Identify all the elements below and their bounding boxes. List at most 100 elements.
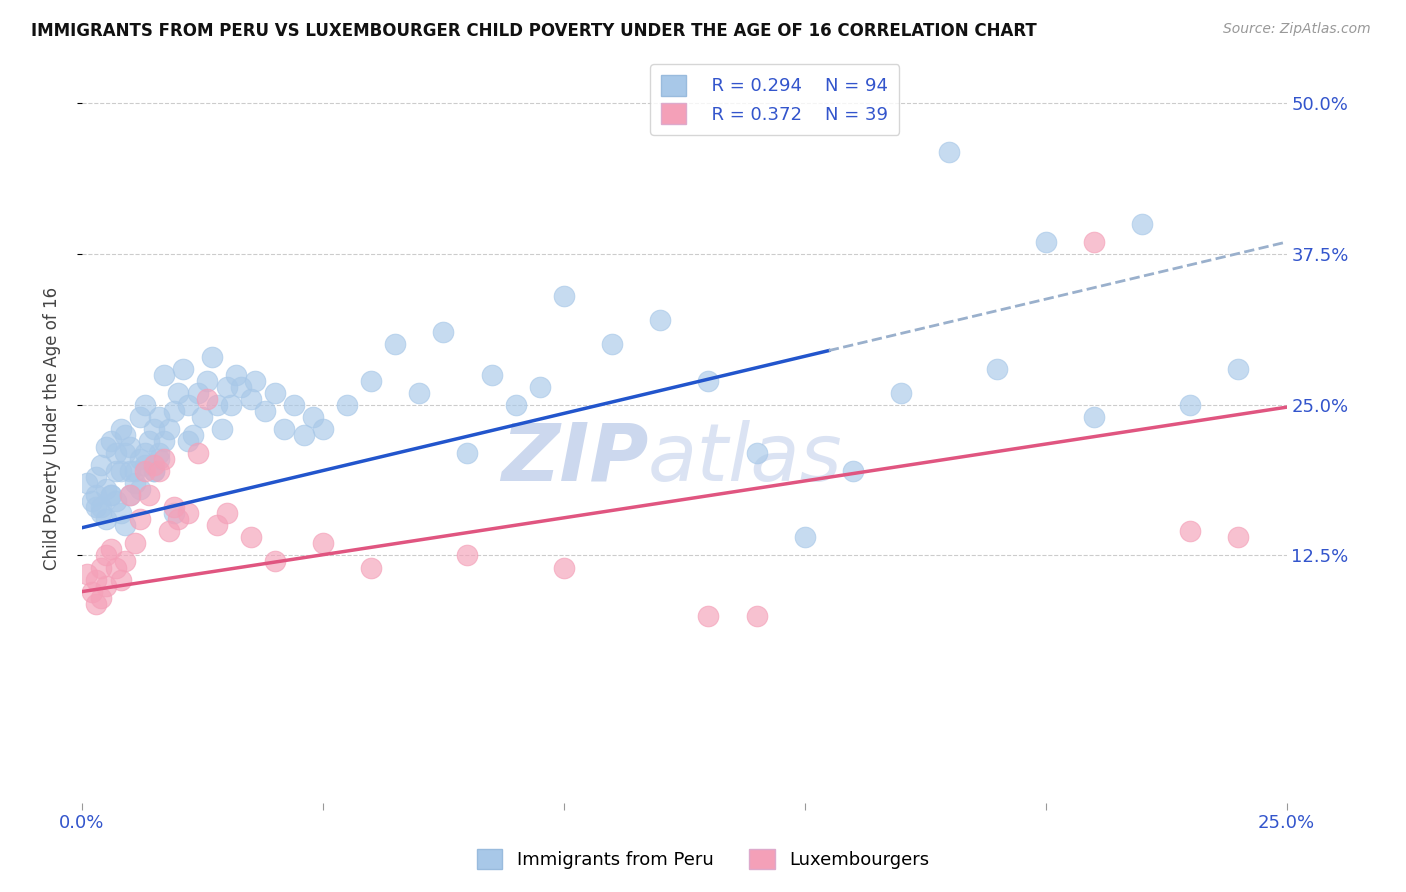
Point <box>128 409 150 424</box>
Point <box>114 446 136 460</box>
Point <box>195 392 218 406</box>
Point <box>225 368 247 382</box>
Point <box>94 440 117 454</box>
Point <box>100 542 122 557</box>
Point <box>600 337 623 351</box>
Point <box>153 368 176 382</box>
Point <box>745 446 768 460</box>
Point <box>793 530 815 544</box>
Point <box>221 398 243 412</box>
Point <box>90 500 112 515</box>
Point <box>529 379 551 393</box>
Point <box>138 488 160 502</box>
Point <box>986 361 1008 376</box>
Text: ZIP: ZIP <box>501 420 648 498</box>
Point <box>134 398 156 412</box>
Point <box>110 422 132 436</box>
Point <box>842 464 865 478</box>
Point <box>302 409 325 424</box>
Point <box>239 392 262 406</box>
Point <box>1130 217 1153 231</box>
Point <box>553 289 575 303</box>
Point <box>177 398 200 412</box>
Point <box>162 506 184 520</box>
Point <box>283 398 305 412</box>
Point <box>128 452 150 467</box>
Point <box>1083 235 1105 249</box>
Point <box>157 422 180 436</box>
Point <box>167 512 190 526</box>
Point <box>195 374 218 388</box>
Point <box>94 482 117 496</box>
Point <box>143 422 166 436</box>
Point <box>110 506 132 520</box>
Point <box>360 560 382 574</box>
Point <box>263 385 285 400</box>
Point <box>86 573 108 587</box>
Point <box>292 428 315 442</box>
Point <box>177 506 200 520</box>
Point <box>100 434 122 448</box>
Point <box>80 584 103 599</box>
Point <box>205 518 228 533</box>
Point <box>143 464 166 478</box>
Point <box>254 404 277 418</box>
Point <box>90 591 112 605</box>
Point <box>312 536 335 550</box>
Point <box>938 145 960 159</box>
Point <box>1180 398 1202 412</box>
Point <box>215 379 238 393</box>
Point <box>124 536 146 550</box>
Point <box>86 500 108 515</box>
Point <box>273 422 295 436</box>
Point <box>148 446 170 460</box>
Point <box>153 452 176 467</box>
Point <box>110 573 132 587</box>
Point <box>143 458 166 472</box>
Point <box>76 566 98 581</box>
Point <box>211 422 233 436</box>
Point <box>124 476 146 491</box>
Point <box>104 494 127 508</box>
Point <box>187 446 209 460</box>
Point <box>697 374 720 388</box>
Point <box>890 385 912 400</box>
Point <box>124 464 146 478</box>
Point <box>86 470 108 484</box>
Point <box>138 434 160 448</box>
Point <box>745 608 768 623</box>
Point <box>191 409 214 424</box>
Point <box>114 428 136 442</box>
Point <box>181 428 204 442</box>
Point <box>697 608 720 623</box>
Point <box>120 440 142 454</box>
Point <box>86 597 108 611</box>
Point <box>229 379 252 393</box>
Point <box>432 326 454 340</box>
Point <box>408 385 430 400</box>
Point <box>162 404 184 418</box>
Point <box>104 446 127 460</box>
Point <box>172 361 194 376</box>
Point <box>104 560 127 574</box>
Point <box>100 488 122 502</box>
Point <box>90 560 112 574</box>
Point <box>1180 524 1202 539</box>
Point <box>201 350 224 364</box>
Point <box>148 452 170 467</box>
Point <box>128 482 150 496</box>
Point <box>360 374 382 388</box>
Text: atlas: atlas <box>648 420 842 498</box>
Point <box>167 385 190 400</box>
Point <box>456 549 478 563</box>
Point <box>505 398 527 412</box>
Point <box>110 464 132 478</box>
Point <box>86 488 108 502</box>
Point <box>90 458 112 472</box>
Point <box>128 512 150 526</box>
Point <box>120 464 142 478</box>
Point <box>312 422 335 436</box>
Text: IMMIGRANTS FROM PERU VS LUXEMBOURGER CHILD POVERTY UNDER THE AGE OF 16 CORRELATI: IMMIGRANTS FROM PERU VS LUXEMBOURGER CHI… <box>31 22 1036 40</box>
Point <box>134 464 156 478</box>
Text: Source: ZipAtlas.com: Source: ZipAtlas.com <box>1223 22 1371 37</box>
